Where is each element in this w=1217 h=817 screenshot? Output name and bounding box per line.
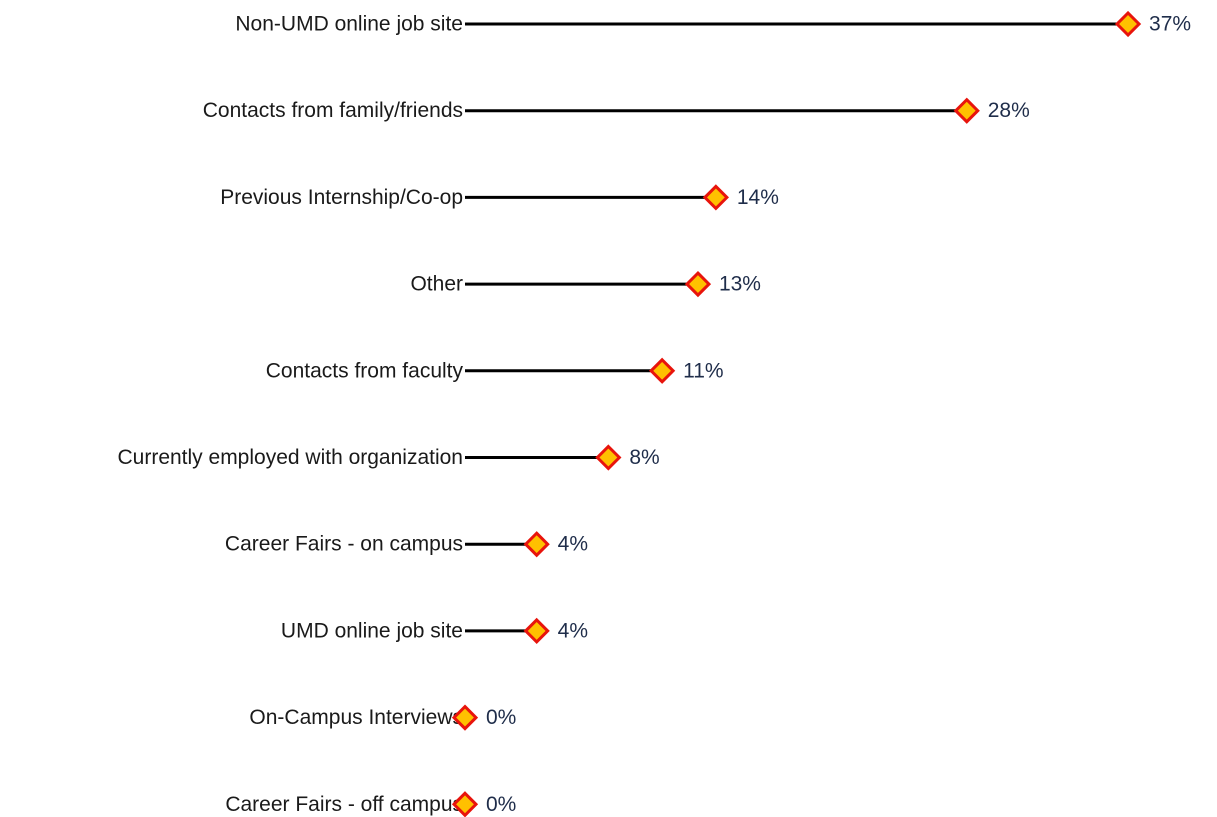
- category-label: Contacts from faculty: [266, 359, 464, 382]
- marker: [702, 184, 730, 211]
- marker: [523, 531, 550, 558]
- marker: [953, 97, 980, 124]
- category-label: Career Fairs - on campus: [225, 533, 463, 556]
- value-label: 4%: [558, 533, 588, 556]
- marker: [684, 270, 712, 298]
- value-label: 0%: [486, 706, 516, 729]
- value-label: 8%: [629, 446, 659, 469]
- category-label: UMD online job site: [281, 619, 463, 642]
- marker: [1114, 10, 1142, 38]
- marker: [451, 704, 479, 731]
- category-label: Other: [410, 273, 463, 296]
- category-label: On-Campus Interviews: [249, 706, 463, 729]
- value-label: 0%: [486, 793, 516, 816]
- category-label: Currently employed with organization: [117, 446, 463, 469]
- value-label: 11%: [683, 359, 723, 382]
- category-label: Non-UMD online job site: [235, 13, 463, 36]
- category-label: Career Fairs - off campus: [225, 793, 463, 816]
- marker: [648, 357, 676, 384]
- marker: [595, 444, 622, 471]
- value-label: 13%: [719, 273, 761, 296]
- value-label: 4%: [558, 619, 588, 642]
- category-label: Previous Internship/Co-op: [220, 186, 463, 209]
- marker: [451, 791, 479, 817]
- value-label: 14%: [737, 186, 779, 209]
- marker: [523, 617, 550, 645]
- value-label: 28%: [988, 99, 1030, 122]
- value-label: 37%: [1149, 13, 1191, 36]
- category-label: Contacts from family/friends: [203, 99, 463, 122]
